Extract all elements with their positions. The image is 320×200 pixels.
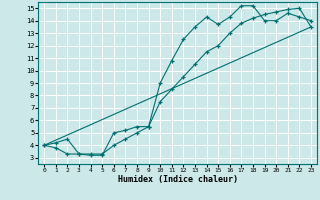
X-axis label: Humidex (Indice chaleur): Humidex (Indice chaleur) xyxy=(118,175,238,184)
